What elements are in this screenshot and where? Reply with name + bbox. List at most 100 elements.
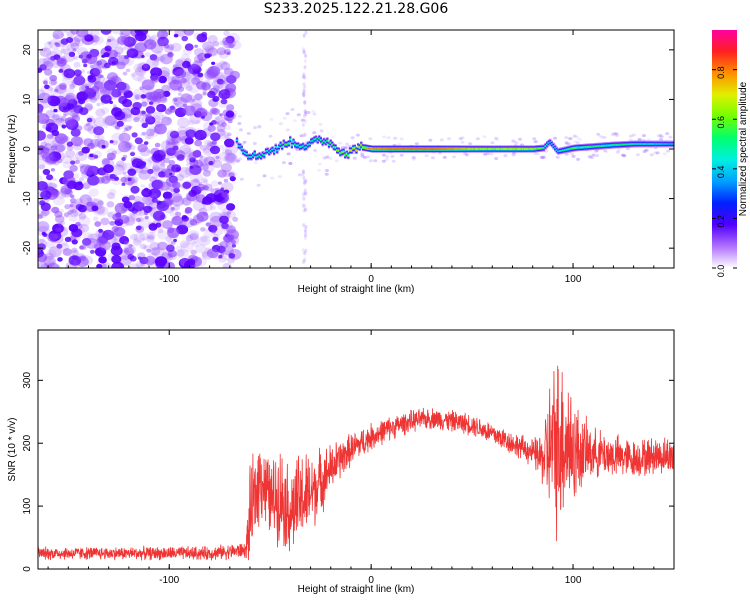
- faint-blob: [467, 142, 472, 146]
- noise-blob: [149, 42, 154, 46]
- noise-blob: [221, 245, 234, 256]
- noise-blob: [60, 48, 67, 54]
- noise-blob: [220, 163, 232, 173]
- noise-blob: [190, 179, 201, 188]
- ridge-cell: [410, 148, 413, 150]
- noise-blob: [202, 91, 207, 96]
- ridge-cell: [523, 148, 526, 150]
- noise-blob: [189, 232, 199, 241]
- noise-blob: [133, 116, 140, 123]
- noise-blob: [201, 82, 211, 91]
- faint-blob: [637, 137, 642, 141]
- faint-blob: [390, 154, 395, 158]
- noise-blob: [101, 54, 106, 58]
- ridge-cell: [652, 143, 655, 145]
- streak-blob: [301, 92, 305, 97]
- noise-blob: [191, 241, 200, 248]
- noise-blob: [221, 80, 226, 84]
- streak-blob: [304, 207, 307, 212]
- faint-blob: [442, 155, 447, 159]
- ridge-cell: [389, 148, 392, 150]
- noise-blob: [42, 233, 48, 237]
- streak-blob: [303, 181, 307, 186]
- faint-blob: [366, 155, 371, 159]
- faint-blob: [299, 134, 304, 138]
- ridge-cell: [321, 142, 324, 144]
- ridge-cell: [460, 148, 463, 150]
- ridge-cell: [415, 148, 418, 150]
- streak-blob: [303, 132, 307, 137]
- streak-blob: [302, 91, 306, 96]
- noise-blob: [45, 239, 56, 249]
- faint-blob: [460, 136, 465, 140]
- noise-blob: [52, 30, 64, 40]
- ridge-cell: [620, 144, 623, 146]
- noise-blob: [176, 57, 188, 68]
- noise-blob: [47, 58, 54, 65]
- ridge-cell: [408, 148, 411, 150]
- noise-blob: [137, 143, 148, 153]
- noise-blob: [46, 133, 54, 139]
- noise-blob: [47, 233, 58, 242]
- ridge-cell: [287, 142, 290, 145]
- noise-blob: [202, 41, 215, 52]
- noise-blob: [60, 220, 65, 226]
- faint-blob: [622, 154, 627, 158]
- noise-blob: [51, 113, 63, 123]
- noise-blob: [221, 191, 229, 199]
- noise-blob: [177, 126, 188, 135]
- noise-blob: [166, 117, 171, 121]
- noise-blob: [158, 171, 166, 178]
- noise-blob: [186, 74, 200, 86]
- streak-blob: [302, 47, 306, 52]
- noise-blob: [184, 166, 196, 176]
- ridge-cell: [644, 143, 647, 145]
- ridge-cell: [273, 151, 276, 153]
- noise-blob: [107, 38, 112, 43]
- noise-blob: [43, 78, 49, 83]
- noise-blob: [67, 210, 73, 215]
- faint-blob: [567, 137, 572, 140]
- ridge-cell: [268, 151, 271, 154]
- noise-blob: [167, 52, 173, 56]
- noise-blob: [60, 58, 68, 65]
- streak-blob: [303, 84, 307, 89]
- faint-blob: [540, 156, 545, 160]
- streak-blob: [303, 188, 307, 193]
- noise-blob: [69, 194, 75, 199]
- noise-blob: [155, 50, 163, 57]
- noise-blob: [152, 167, 157, 171]
- noise-blob: [38, 130, 46, 141]
- noise-blob: [150, 74, 160, 83]
- noise-blob: [185, 129, 197, 139]
- noise-blob: [58, 136, 65, 141]
- ridge-cell: [550, 143, 553, 145]
- noise-blob: [69, 208, 74, 212]
- faint-blob: [277, 175, 282, 179]
- noise-blob: [86, 201, 94, 207]
- noise-blob: [70, 128, 81, 137]
- noise-blob: [142, 85, 154, 95]
- noise-blob: [224, 124, 231, 130]
- ridge-cell: [516, 148, 520, 150]
- noise-blob: [113, 51, 121, 58]
- noise-blob: [168, 253, 178, 261]
- faint-blob: [350, 136, 355, 140]
- ridge-cell: [263, 154, 266, 156]
- noise-blob: [47, 95, 61, 107]
- ridge-cell: [542, 147, 545, 149]
- snr-series-line: [38, 365, 674, 561]
- faint-blob: [360, 153, 365, 157]
- faint-blob: [591, 153, 596, 157]
- noise-blob: [128, 125, 133, 129]
- faint-blob: [604, 150, 609, 154]
- noise-blob: [101, 263, 107, 268]
- noise-blob: [141, 237, 146, 241]
- noise-blob: [130, 213, 139, 220]
- noise-blob: [192, 66, 197, 70]
- noise-blob: [131, 70, 144, 82]
- noise-blob: [156, 91, 166, 99]
- faint-blob: [602, 136, 607, 139]
- noise-blob: [197, 72, 204, 78]
- ridge-cell: [647, 143, 650, 145]
